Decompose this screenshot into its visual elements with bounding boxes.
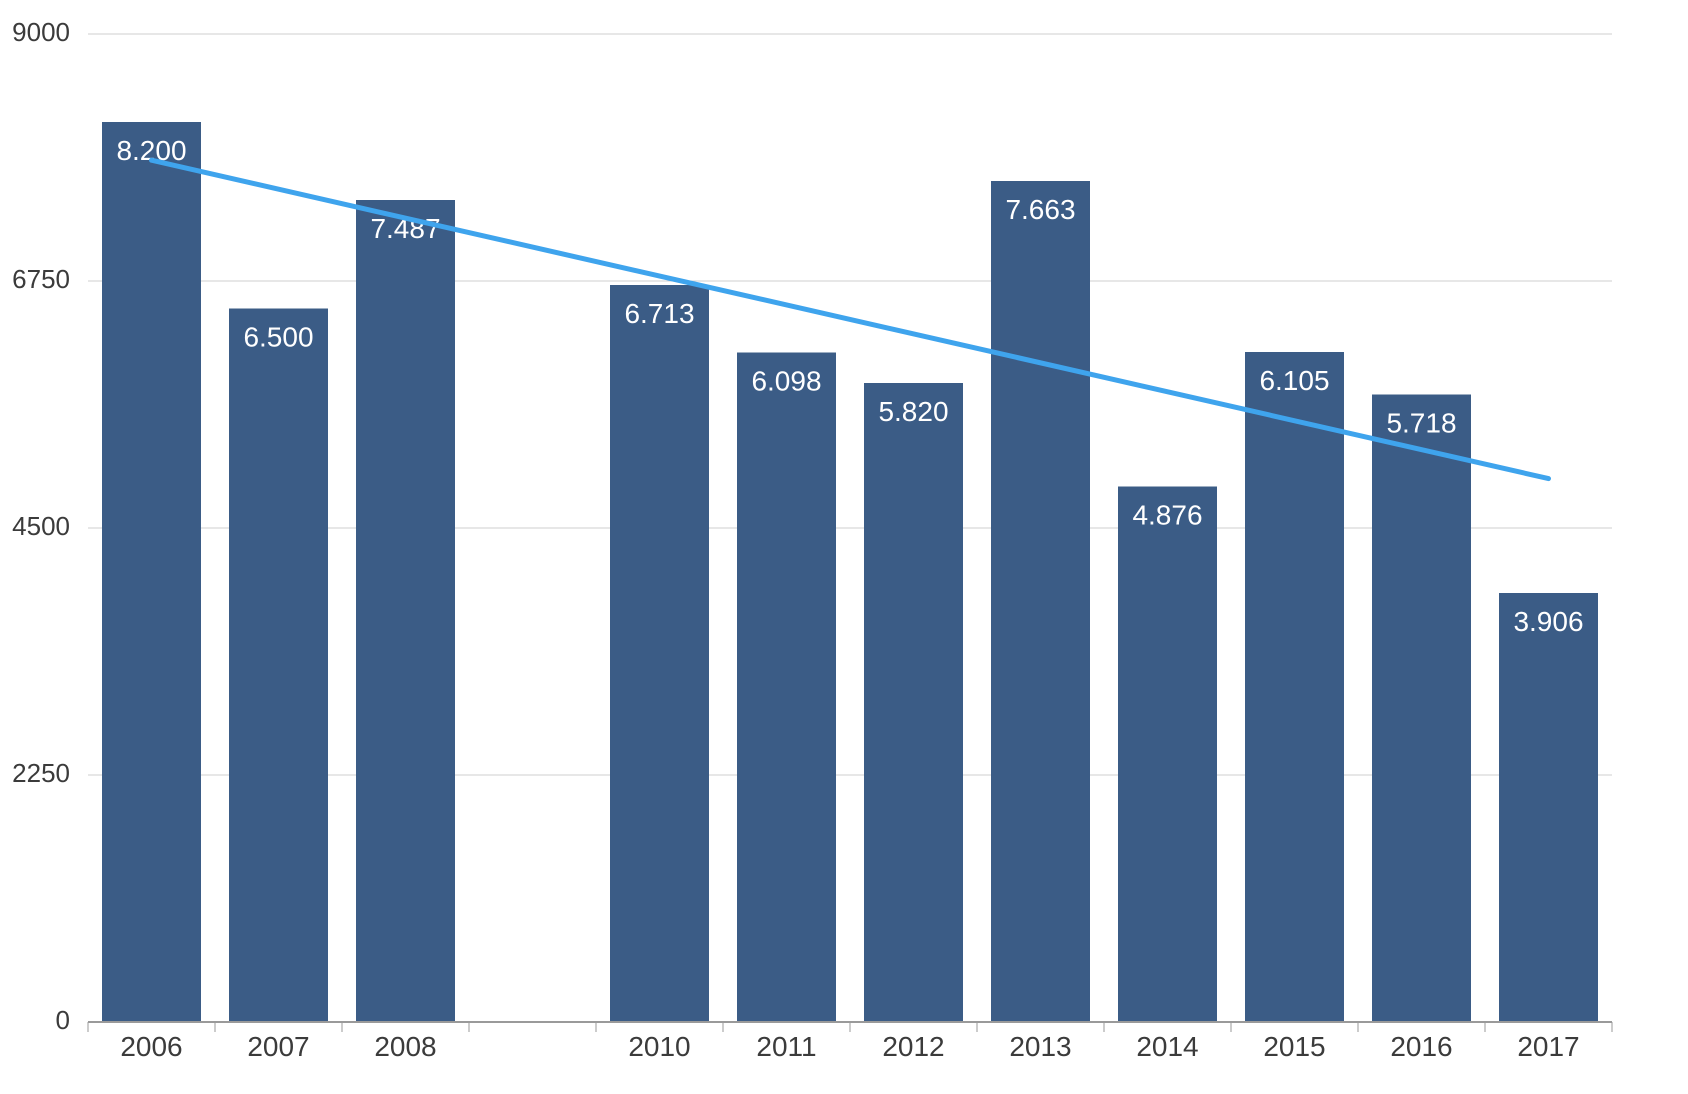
- bar: [102, 122, 201, 1022]
- bar-chart: 022504500675090008.2006.5007.4876.7136.0…: [0, 0, 1688, 1094]
- bar-value-label: 3.906: [1513, 606, 1583, 637]
- bar: [737, 353, 836, 1022]
- y-tick-label: 0: [56, 1005, 70, 1035]
- bar-value-label: 7.663: [1005, 194, 1075, 225]
- y-tick-label: 9000: [12, 17, 70, 47]
- bar: [356, 200, 455, 1022]
- chart-svg: 022504500675090008.2006.5007.4876.7136.0…: [0, 0, 1688, 1094]
- bar: [1499, 593, 1598, 1022]
- bar-value-label: 6.098: [751, 366, 821, 397]
- bar: [1118, 487, 1217, 1022]
- y-tick-label: 2250: [12, 758, 70, 788]
- x-tick-label: 2007: [247, 1031, 309, 1062]
- x-tick-label: 2017: [1517, 1031, 1579, 1062]
- bar: [1372, 394, 1471, 1022]
- bar-value-label: 6.500: [243, 321, 313, 352]
- x-tick-label: 2006: [120, 1031, 182, 1062]
- bar: [991, 181, 1090, 1022]
- bar: [1245, 352, 1344, 1022]
- y-tick-label: 6750: [12, 264, 70, 294]
- bar: [610, 285, 709, 1022]
- bar-value-label: 5.718: [1386, 407, 1456, 438]
- bar: [864, 383, 963, 1022]
- y-tick-label: 4500: [12, 511, 70, 541]
- x-tick-label: 2016: [1390, 1031, 1452, 1062]
- x-tick-label: 2015: [1263, 1031, 1325, 1062]
- x-tick-label: 2012: [882, 1031, 944, 1062]
- bar-value-label: 4.876: [1132, 500, 1202, 531]
- bar-value-label: 5.820: [878, 396, 948, 427]
- x-tick-label: 2013: [1009, 1031, 1071, 1062]
- bar-value-label: 6.713: [624, 298, 694, 329]
- x-tick-label: 2011: [756, 1031, 816, 1062]
- x-tick-label: 2014: [1136, 1031, 1198, 1062]
- x-tick-label: 2010: [628, 1031, 690, 1062]
- x-tick-label: 2008: [374, 1031, 436, 1062]
- bar: [229, 308, 328, 1022]
- bar-value-label: 6.105: [1259, 365, 1329, 396]
